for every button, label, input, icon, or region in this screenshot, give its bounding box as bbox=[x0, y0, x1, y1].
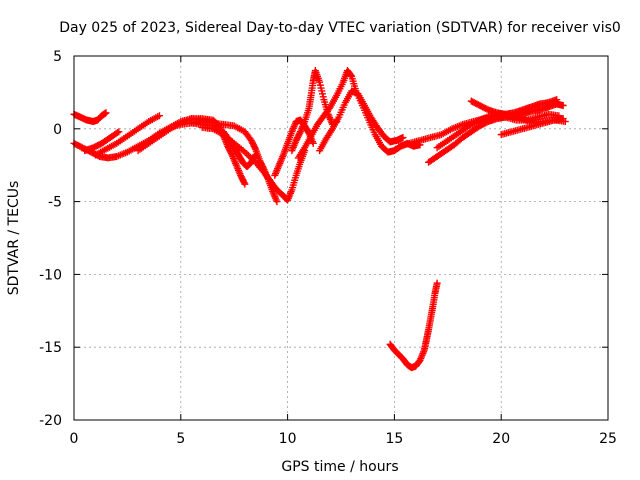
data-point bbox=[155, 112, 163, 120]
data-point bbox=[347, 71, 355, 79]
y-tick-label: -15 bbox=[39, 340, 62, 356]
data-point bbox=[113, 129, 121, 137]
data-point bbox=[399, 134, 407, 142]
data-point bbox=[251, 144, 259, 152]
data-point bbox=[559, 115, 567, 123]
x-tick-label: 5 bbox=[176, 431, 185, 447]
plot-frame bbox=[73, 55, 609, 421]
x-tick-label: 0 bbox=[70, 431, 79, 447]
x-tick-label: 20 bbox=[492, 431, 510, 447]
x-axis-label: GPS time / hours bbox=[281, 459, 398, 475]
data-point bbox=[241, 180, 249, 188]
chart-title: Day 025 of 2023, Sidereal Day-to-day VTE… bbox=[59, 20, 621, 36]
series-s9 bbox=[271, 116, 317, 179]
data-point bbox=[296, 129, 304, 137]
data-point bbox=[102, 109, 110, 117]
data-point bbox=[240, 179, 248, 187]
y-tick-label: -5 bbox=[48, 195, 62, 211]
y-tick-label: -10 bbox=[39, 267, 62, 283]
data-point bbox=[433, 279, 441, 287]
series-s13 bbox=[386, 279, 441, 372]
series-s8 bbox=[198, 123, 309, 204]
series-s18 bbox=[497, 115, 567, 139]
series-s10 bbox=[288, 67, 341, 155]
x-tick-label: 25 bbox=[599, 431, 617, 447]
data-point bbox=[309, 139, 317, 147]
x-tick-label: 15 bbox=[385, 431, 403, 447]
series-s3 bbox=[81, 128, 123, 155]
series-s4 bbox=[91, 112, 163, 159]
data-point bbox=[559, 102, 567, 110]
data-layer bbox=[70, 67, 569, 372]
series-s17 bbox=[467, 96, 561, 118]
data-point bbox=[553, 96, 561, 104]
data-point bbox=[115, 128, 123, 136]
series-s12 bbox=[316, 87, 407, 155]
series-s14 bbox=[395, 110, 563, 150]
y-tick-label: 0 bbox=[53, 122, 62, 138]
y-tick-label: -20 bbox=[39, 413, 62, 429]
data-point bbox=[273, 198, 281, 206]
data-point bbox=[227, 150, 235, 158]
y-axis-label: SDTVAR / TECUs bbox=[6, 181, 22, 296]
y-tick-label: 5 bbox=[53, 49, 62, 65]
series-s1 bbox=[70, 109, 110, 126]
x-tick-label: 10 bbox=[279, 431, 297, 447]
